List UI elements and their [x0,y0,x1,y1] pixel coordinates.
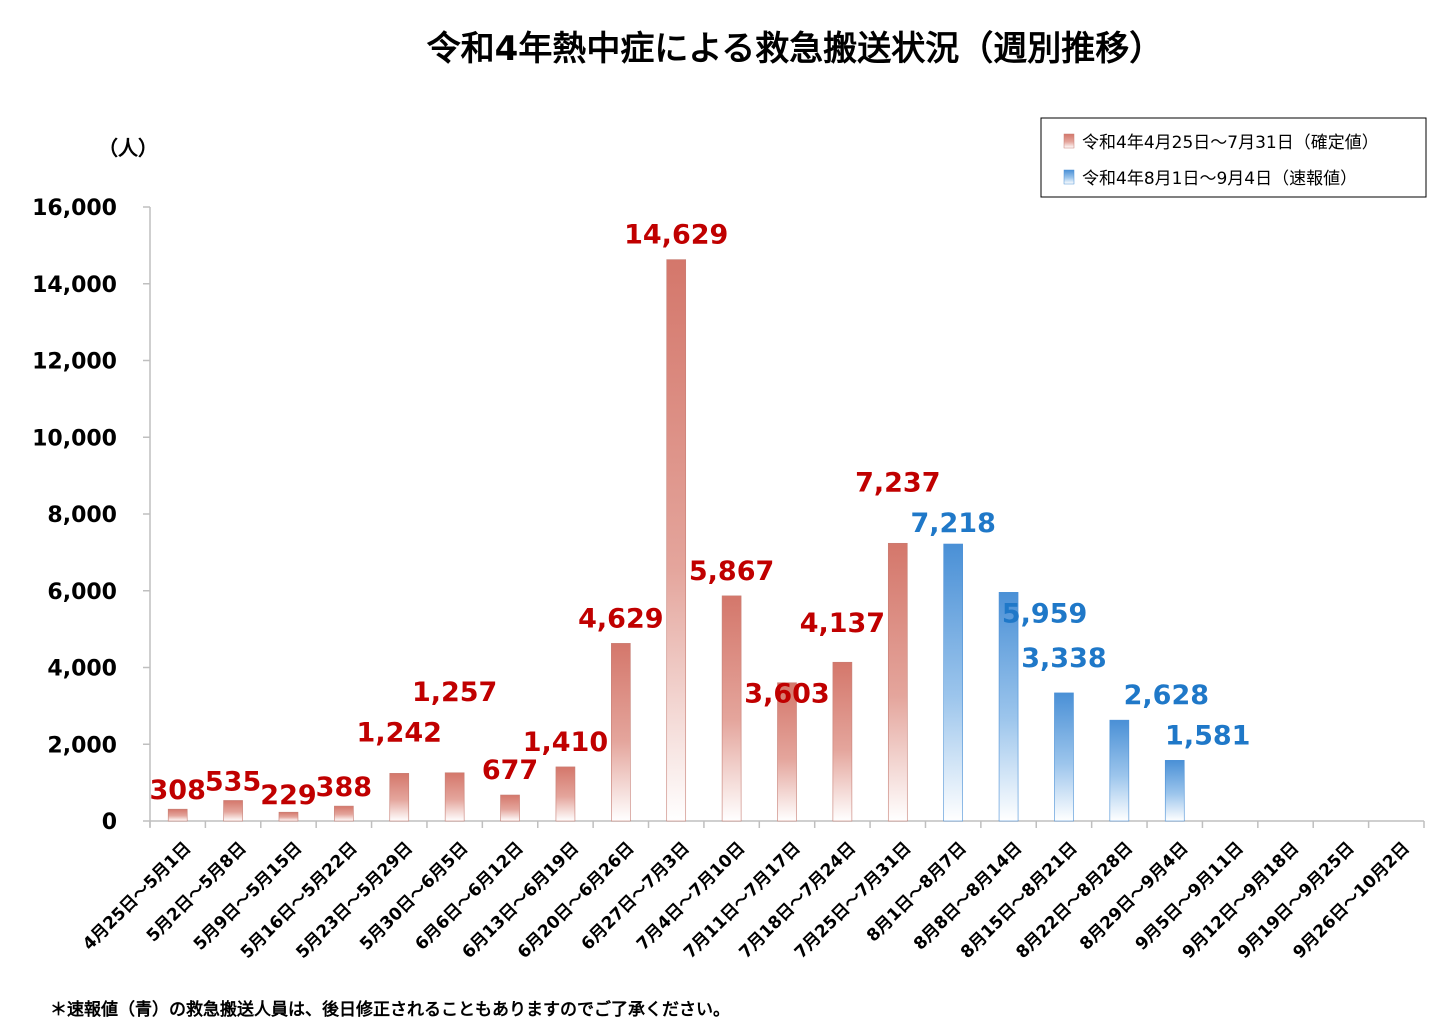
data-label-preliminary: 5,959 [1002,598,1087,629]
legend-box [1040,117,1427,198]
y-tick-label: 6,000 [47,580,117,605]
legend-label-confirmed: 令和4年4月25日～7月31日（確定値） [1082,133,1379,153]
legend: 令和4年4月25日～7月31日（確定値） 令和4年8月1日～9月4日（速報値） [1040,117,1427,198]
data-label-confirmed: 5,867 [689,556,774,587]
bar-confirmed [721,595,742,822]
bar-preliminary [1164,760,1185,822]
data-label-confirmed: 4,137 [800,608,885,639]
data-label-confirmed: 14,629 [624,220,728,251]
y-ticks: 0 2,000 4,000 6,000 8,000 10,000 12,000 14,000 1… [32,196,150,835]
data-label-confirmed: 4,629 [578,603,663,634]
bar-confirmed [611,643,631,822]
bar-confirmed [832,661,853,822]
data-label-confirmed: 1,257 [412,677,497,708]
y-tick-label: 10,000 [32,426,117,451]
bar-confirmed [444,772,465,822]
y-tick-label: 16,000 [32,196,117,221]
data-label-confirmed: 3,603 [744,679,829,710]
bar-preliminary [998,592,1019,822]
x-tick-label: 5月2日～5月8日 [143,838,251,946]
bar-preliminary [1054,692,1074,822]
bar-confirmed [334,805,354,822]
y-tick-label: 8,000 [47,503,117,528]
data-label-confirmed: 1,410 [523,727,608,758]
bar-preliminary [943,543,963,822]
chart-title: 令和4年熱中症による救急搬送状況（週別推移） [427,29,1164,69]
data-label-confirmed: 7,237 [855,467,940,498]
x-tick-label: 8月1日～8月7日 [863,838,971,946]
footnote: ＊速報値（青）の救急搬送人員は、後日修正されることもありますのでご了承ください。 [50,999,730,1020]
data-label-preliminary: 7,218 [910,508,995,539]
bar-confirmed [223,800,243,822]
data-label-preliminary: 2,628 [1124,680,1209,711]
data-label-confirmed: 535 [205,766,261,797]
data-label-confirmed: 388 [316,772,372,803]
bar-preliminary [1109,719,1130,822]
legend-swatch-preliminary [1063,169,1075,185]
x-ticks: 4月25日～5月1日5月2日～5月8日5月9日～5月15日5月16日～5月22日… [79,838,1414,962]
y-tick-label: 2,000 [47,733,117,758]
data-label-preliminary: 3,338 [1021,643,1106,674]
y-tick-label: 4,000 [47,657,117,682]
bar-confirmed [777,682,797,822]
y-tick-label: 12,000 [32,350,117,375]
data-label-confirmed: 1,242 [357,717,442,748]
data-label-confirmed: 308 [150,775,206,806]
y-axis-unit: （人） [98,136,158,160]
data-label-confirmed: 677 [482,755,538,786]
y-tick-label: 14,000 [32,273,117,298]
bars [167,259,1185,822]
data-label-confirmed: 229 [260,780,316,811]
bar-confirmed [389,773,410,822]
bar-confirmed [167,808,188,822]
legend-label-preliminary: 令和4年8月1日～9月4日（速報値） [1082,169,1357,189]
y-tick-label: 0 [102,810,117,835]
data-label-preliminary: 1,581 [1165,720,1250,751]
bar-confirmed [666,259,687,822]
bar-confirmed [278,811,299,822]
bar-confirmed [500,794,520,822]
bar-confirmed [887,542,908,822]
legend-swatch-confirmed [1063,133,1075,149]
bar-confirmed [555,766,576,822]
